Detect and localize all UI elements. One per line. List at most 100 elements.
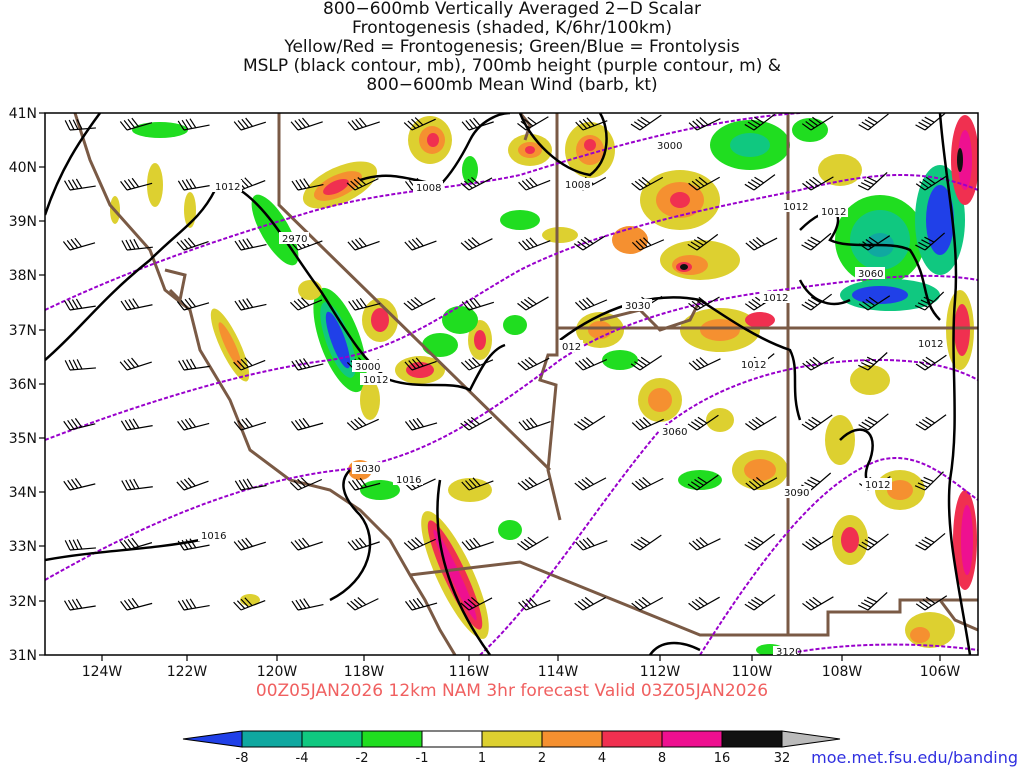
lon-label-110w: 110W — [732, 664, 773, 680]
colorbar-segment — [361, 730, 423, 748]
wind-barb — [802, 176, 834, 191]
wind-barb — [233, 417, 267, 431]
wind-barb — [121, 478, 153, 491]
colorbar-label: -2 — [356, 751, 369, 766]
colorbar-segment — [601, 730, 663, 748]
colorbar-segment — [301, 730, 363, 748]
mslp-label: 1008 — [565, 180, 590, 191]
colorbar-label: 4 — [598, 751, 606, 766]
colorbar-label: 16 — [714, 751, 731, 766]
wind-barb — [64, 119, 96, 131]
colorbar-label: -4 — [296, 751, 309, 766]
wind-barb — [574, 297, 608, 311]
lat-label-36n: 36N — [9, 377, 37, 393]
wind-barb — [631, 237, 665, 251]
height-label: 3090 — [784, 488, 809, 499]
wind-barb — [801, 232, 832, 251]
wind-barb — [404, 417, 438, 431]
wind-barb — [687, 474, 719, 491]
wind-barb — [573, 235, 606, 251]
wind-barb — [121, 238, 153, 251]
wind-barb — [290, 117, 323, 131]
wind-barb — [858, 592, 888, 611]
mslp-label: 1012 — [763, 293, 788, 304]
lon-label-114w: 114W — [538, 664, 579, 680]
wind-barb — [631, 176, 664, 191]
wind-barb — [688, 596, 720, 611]
wind-barb — [64, 539, 96, 551]
lat-label-32n: 32N — [9, 594, 37, 610]
wind-barb — [64, 359, 96, 371]
height-label: 2970 — [282, 234, 307, 245]
wind-barb — [291, 417, 324, 431]
wind-barb — [630, 114, 662, 131]
height-label: 3030 — [625, 301, 650, 312]
height-contours — [45, 113, 978, 655]
wind-barb — [177, 417, 210, 431]
lat-label-34n: 34N — [9, 485, 37, 501]
wind-barb — [119, 117, 153, 131]
height-label: 3120 — [776, 647, 801, 658]
wind-barb — [802, 356, 835, 371]
mslp-label: 1016 — [396, 475, 421, 486]
lon-label-116w: 116W — [449, 664, 490, 680]
wind-barb — [744, 113, 776, 131]
wind-barb — [518, 417, 551, 431]
wind-barb — [573, 415, 606, 431]
wind-barb — [631, 596, 664, 611]
wind-barb — [688, 296, 720, 311]
height-label: 3060 — [858, 269, 883, 280]
wind-barb — [403, 537, 436, 551]
height-label: 3060 — [662, 427, 687, 438]
wind-barb — [63, 598, 96, 611]
wind-barb — [915, 232, 946, 251]
colorbar-label: 8 — [658, 751, 666, 766]
wind-barb — [404, 237, 437, 251]
title-line-3: Yellow/Red = Frontogenesis; Green/Blue =… — [284, 37, 740, 57]
wind-barb — [346, 597, 379, 611]
wind-barb — [518, 597, 551, 611]
wind-barb — [291, 178, 324, 191]
lat-label-41n: 41N — [9, 106, 37, 122]
wind-barb — [290, 297, 323, 311]
wind-barb — [461, 477, 494, 491]
colorbar-segment — [661, 730, 723, 748]
wind-barb — [687, 414, 719, 431]
lon-label-108w: 108W — [822, 664, 863, 680]
wind-barb — [688, 176, 720, 191]
wind-barb — [630, 534, 662, 551]
wind-barb — [858, 235, 891, 251]
colorbar-segment — [721, 730, 783, 748]
wind-barb — [347, 537, 380, 551]
colorbar-segment — [182, 730, 243, 748]
wind-barb — [348, 297, 381, 311]
wind-barb — [518, 237, 551, 251]
wind-barb — [119, 537, 153, 551]
wind-barb — [802, 596, 834, 611]
wind-barb — [62, 237, 96, 251]
colorbar-label: -1 — [416, 751, 429, 766]
wind-barb — [234, 238, 267, 251]
wind-barb — [744, 594, 776, 611]
wind-barb — [461, 117, 494, 131]
wind-barb — [915, 113, 946, 131]
lat-label-38n: 38N — [9, 268, 37, 284]
wind-barb — [291, 358, 324, 371]
wind-barb — [405, 597, 438, 611]
title-line-5: 800−600mb Mean Wind (barb, kt) — [366, 75, 658, 95]
wind-barb — [177, 598, 210, 611]
colorbar: -8 -4 -2 -1 1 2 4 8 16 32 — [182, 730, 841, 766]
wind-barb — [460, 596, 493, 611]
colorbar-segment — [421, 730, 483, 748]
lon-label-122w: 122W — [167, 664, 208, 680]
wind-barb — [745, 416, 777, 431]
forecast-valid-time: 00Z05JAN2026 12km NAM 3hr forecast Valid… — [255, 681, 769, 701]
wind-barb — [915, 595, 948, 611]
wind-barb — [575, 537, 608, 551]
colorbar-label: 32 — [774, 751, 791, 766]
wind-barb — [64, 178, 96, 191]
wind-barb — [914, 291, 945, 311]
colorbar-segment — [481, 730, 543, 748]
wind-barb — [460, 176, 493, 191]
